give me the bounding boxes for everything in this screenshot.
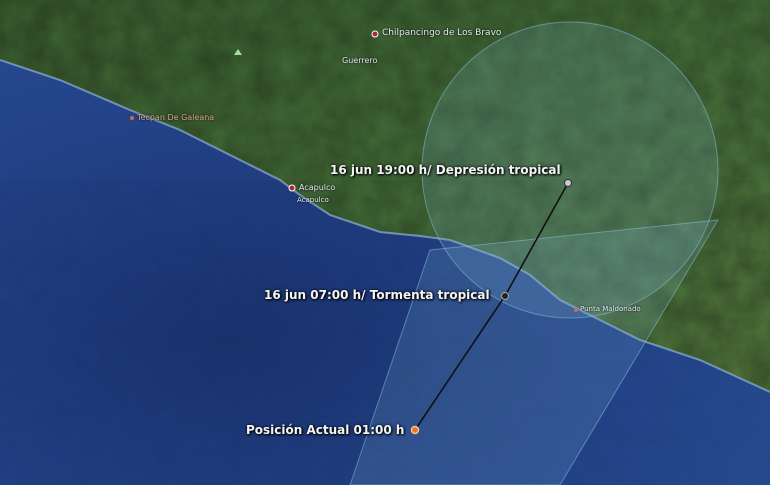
peak-icon xyxy=(234,49,242,55)
track-point-storm[interactable] xyxy=(501,292,509,300)
place-label: Punta Maldonado xyxy=(580,305,641,313)
place-label: Guerrero xyxy=(342,56,378,65)
place-label: Tecpan De Galeana xyxy=(137,113,215,122)
track-point-depression[interactable] xyxy=(564,179,572,187)
track-label-depression: 16 jun 19:00 h/ Depresión tropical xyxy=(330,163,561,177)
current-position-marker[interactable] xyxy=(410,425,420,435)
track-label-storm: 16 jun 07:00 h/ Tormenta tropical xyxy=(264,288,490,302)
town-marker xyxy=(574,308,578,312)
city-marker xyxy=(288,184,296,192)
place-label: Acapulco xyxy=(297,196,329,204)
forecast-cone xyxy=(349,21,719,485)
city-marker xyxy=(371,30,379,38)
track-label-current: Posición Actual 01:00 h xyxy=(246,423,405,437)
town-marker xyxy=(130,116,134,120)
place-label: Chilpancingo de Los Bravo xyxy=(382,28,502,38)
place-label: Acapulco xyxy=(299,183,336,192)
seafloor-texture xyxy=(0,180,770,485)
coastline xyxy=(0,59,770,393)
